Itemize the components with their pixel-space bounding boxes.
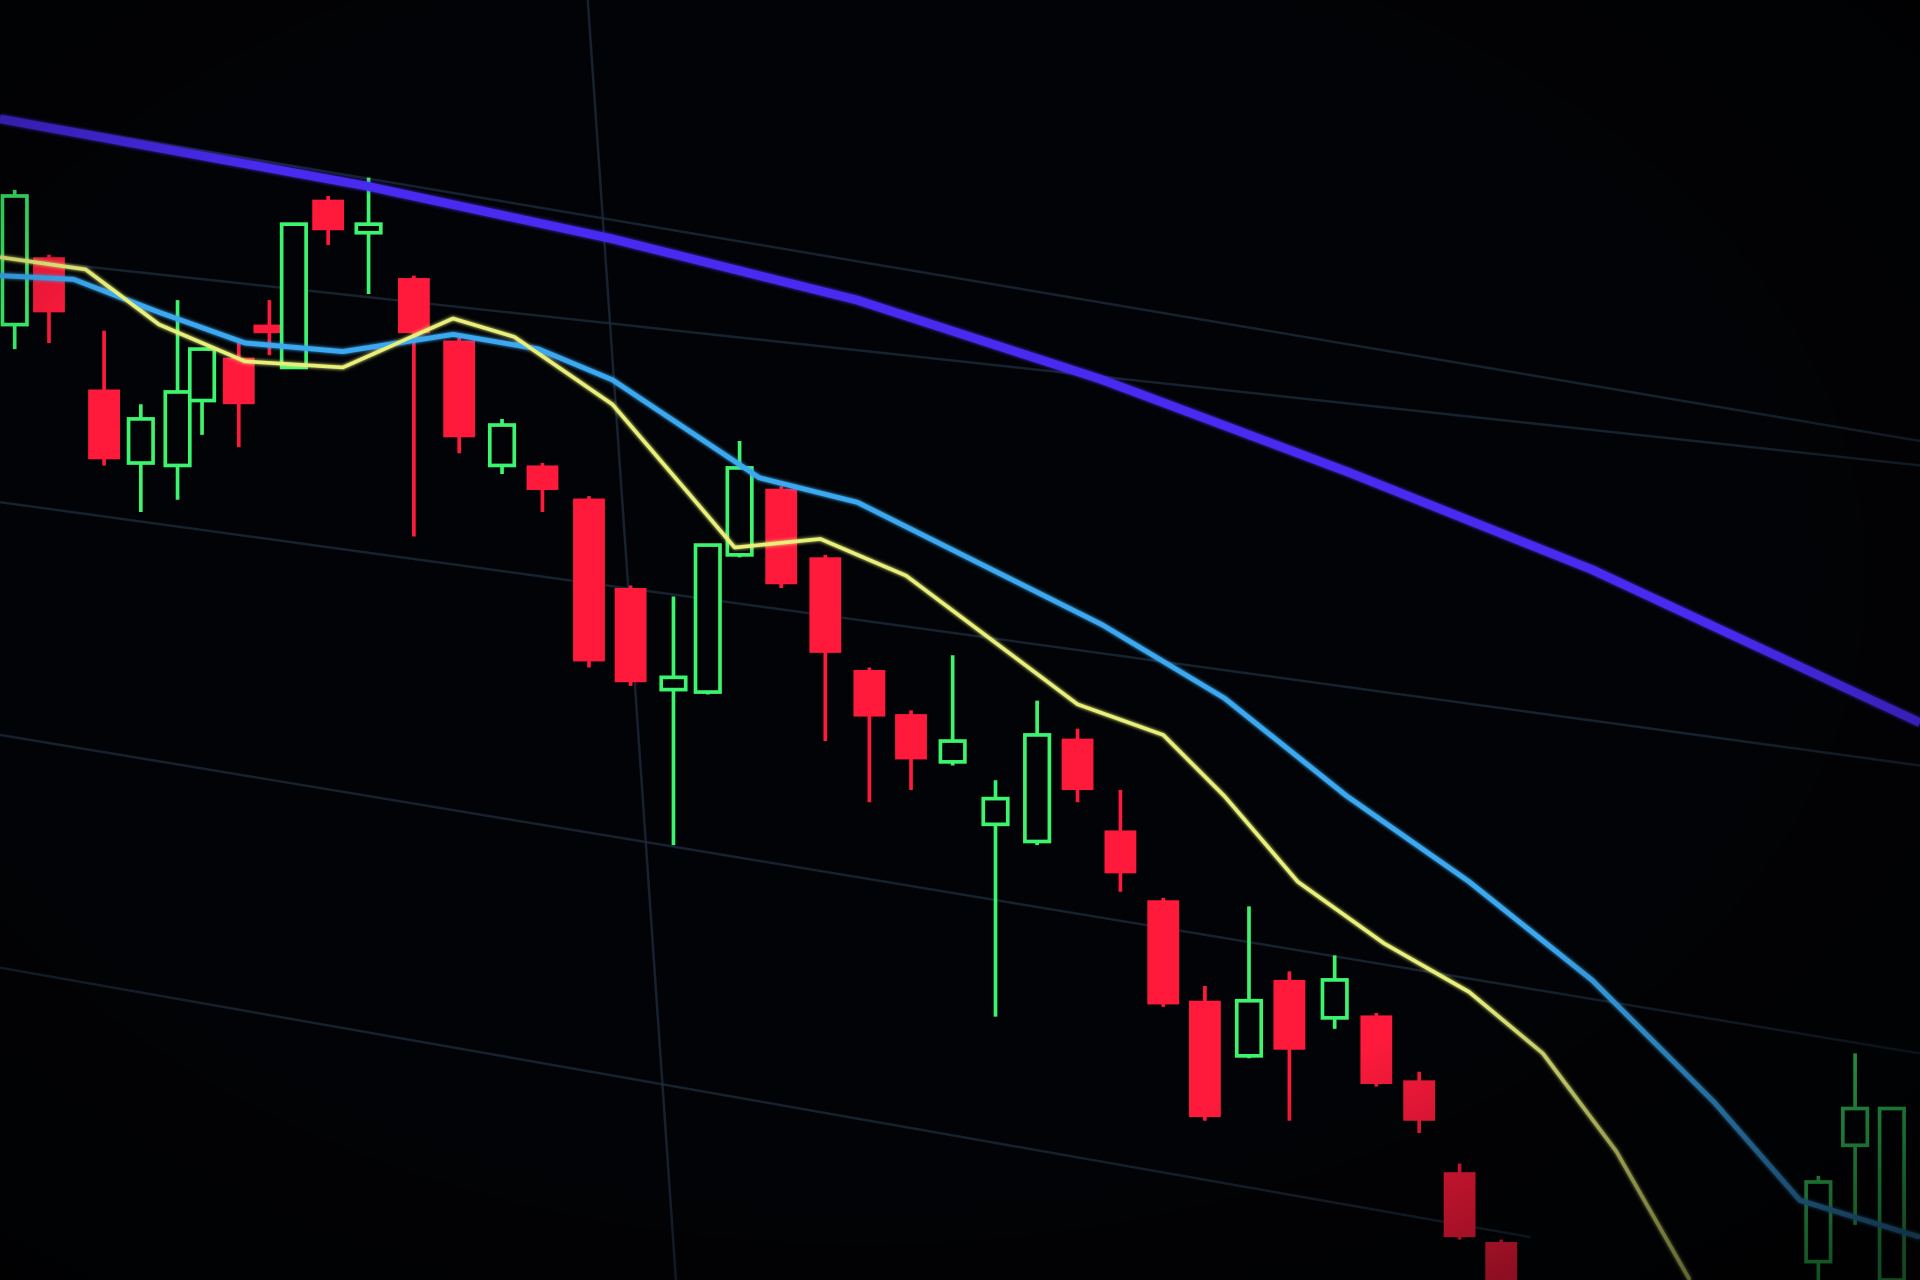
candlestick-chart-photo [0, 0, 1920, 1280]
vignette [0, 0, 1920, 1280]
